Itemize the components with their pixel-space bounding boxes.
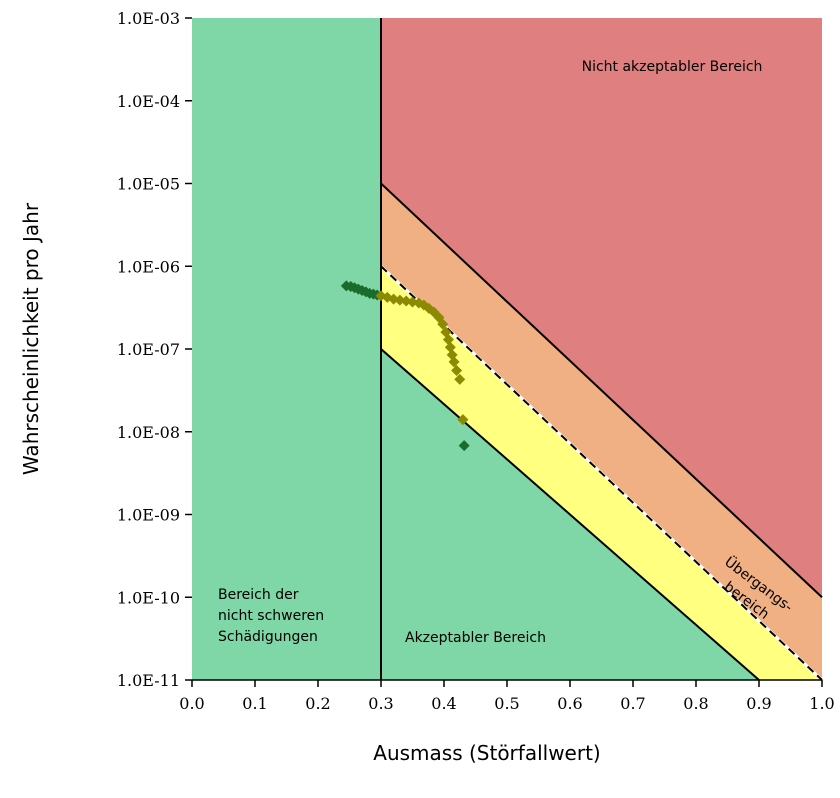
- label-not-acceptable: Nicht akzeptabler Bereich: [582, 59, 763, 75]
- x-tick-label: 0.1: [242, 694, 267, 713]
- x-tick-label: 0.7: [620, 694, 645, 713]
- y-axis-title: Wahrscheinlichkeit pro Jahr: [19, 202, 43, 475]
- y-tick-label: 1.0E-07: [117, 340, 180, 359]
- y-tick-label: 1.0E-05: [117, 175, 180, 194]
- x-tick-label: 0.2: [305, 694, 330, 713]
- x-tick-label: 0.5: [494, 694, 519, 713]
- region-not-serious: [192, 18, 381, 680]
- boundary-line-2: [380, 265, 823, 681]
- region-not-acceptable: [381, 18, 822, 598]
- data-point: [454, 373, 466, 385]
- x-axis-title: Ausmass (Störfallwert): [373, 741, 600, 765]
- regions: [192, 18, 822, 680]
- region-transition-upper: [381, 183, 822, 680]
- boundary-line-3: [380, 348, 760, 681]
- data-point: [437, 318, 449, 330]
- x-tick-label: 1.0: [809, 694, 834, 713]
- data-point: [448, 356, 460, 368]
- label-not-serious-line: nicht schweren: [218, 608, 324, 624]
- y-tick-label: 1.0E-10: [117, 588, 180, 607]
- x-tick-label: 0.3: [368, 694, 393, 713]
- data-point: [444, 341, 456, 353]
- x-tick-label: 0.8: [683, 694, 708, 713]
- data-point: [442, 334, 454, 346]
- label-not-serious-line: Schädigungen: [218, 629, 318, 645]
- boundary-line-1: [380, 182, 823, 598]
- data-markers: [340, 280, 470, 452]
- data-point: [457, 414, 469, 426]
- y-tick-label: 1.0E-04: [117, 92, 180, 111]
- y-tick-label: 1.0E-08: [117, 423, 180, 442]
- y-tick-label: 1.0E-03: [117, 9, 180, 28]
- x-tick-label: 0.6: [557, 694, 582, 713]
- x-tick-label: 0.0: [179, 694, 204, 713]
- x-tick-label: 0.9: [746, 694, 771, 713]
- data-point: [458, 440, 470, 452]
- boundary-lines: [379, 18, 824, 682]
- y-tick-label: 1.0E-06: [117, 257, 180, 276]
- axes: 0.0 0.1 0.2 0.3 0.4 0.5 0.6 0.7 0.8 0.9 1.0 1.0E-11…: [19, 9, 835, 765]
- data-point: [451, 364, 463, 376]
- y-tick-label: 1.0E-11: [117, 671, 180, 690]
- y-tick-label: 1.0E-09: [117, 506, 180, 525]
- x-tick-label: 0.4: [431, 694, 456, 713]
- label-not-serious-line: Bereich der: [218, 587, 299, 603]
- label-acceptable: Akzeptabler Bereich: [405, 630, 546, 646]
